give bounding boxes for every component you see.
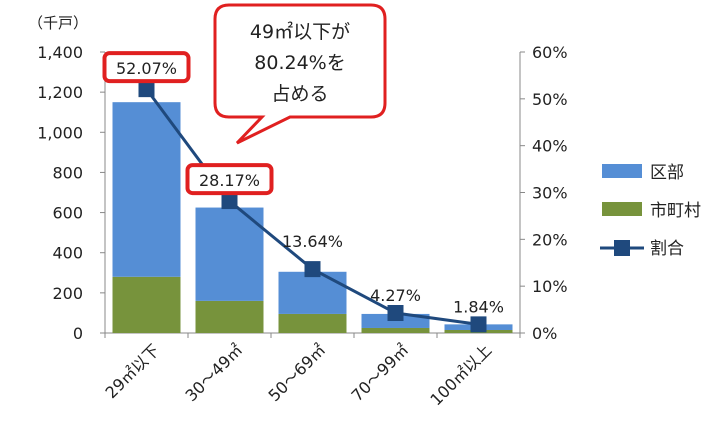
x-category-label: 50～69㎡: [264, 340, 329, 405]
legend-label: 市町村: [650, 201, 701, 221]
bar-segment: [195, 207, 264, 301]
left-tick-label: 1,400: [37, 43, 83, 62]
left-tick-label: 1,000: [37, 123, 83, 142]
ratio-marker: [221, 193, 238, 210]
bar-segment: [278, 313, 347, 333]
data-label: 28.17%: [199, 171, 260, 190]
data-label: 1.84%: [453, 297, 504, 316]
x-category-label: 29㎡以下: [102, 340, 164, 402]
right-tick-label: 10%: [532, 277, 568, 296]
ratio-marker: [470, 316, 487, 333]
legend-swatch: [602, 164, 642, 178]
data-label: 52.07%: [116, 59, 177, 78]
right-tick-label: 30%: [532, 184, 568, 203]
left-tick-label: 600: [52, 204, 83, 223]
data-label: 13.64%: [282, 232, 343, 251]
callout-bubble: [213, 3, 387, 145]
left-tick-label: 0: [73, 324, 83, 343]
ratio-marker: [304, 261, 321, 278]
left-tick-label: 400: [52, 244, 83, 263]
bar-segment: [361, 327, 430, 333]
left-tick-label: 200: [52, 284, 83, 303]
left-tick-label: 1,200: [37, 83, 83, 102]
callout-text: 80.24%を: [254, 52, 345, 74]
ratio-marker: [387, 305, 404, 322]
left-axis-unit: （千戸）: [28, 14, 88, 32]
right-tick-label: 0%: [532, 324, 557, 343]
ratio-marker: [138, 81, 155, 98]
bar-segment: [278, 271, 347, 314]
x-category-label: 30～49㎡: [181, 340, 246, 405]
bar-segment: [112, 276, 181, 333]
x-category-label: 100㎡以上: [426, 340, 495, 409]
left-tick-label: 800: [52, 163, 83, 182]
highlight-box: [102, 51, 191, 84]
right-tick-label: 60%: [532, 43, 568, 62]
legend-label: 割合: [650, 239, 684, 259]
x-category-label: 70～99㎡: [347, 340, 412, 405]
bar-segment: [195, 300, 264, 333]
right-tick-label: 40%: [532, 137, 568, 156]
callout-text: 占める: [271, 83, 328, 105]
right-tick-label: 50%: [532, 90, 568, 109]
legend-marker: [614, 240, 630, 256]
bar-segment: [112, 102, 181, 277]
highlight-box: [185, 163, 274, 196]
data-labels: 52.07% 28.17% 13.64% 4.27% 1.84%: [102, 51, 504, 316]
legend-swatch: [602, 202, 642, 216]
callout-text: 49㎡以下が: [250, 20, 350, 43]
right-tick-label: 20%: [532, 230, 568, 249]
data-label: 4.27%: [370, 286, 421, 305]
legend-label: 区部: [650, 163, 684, 183]
